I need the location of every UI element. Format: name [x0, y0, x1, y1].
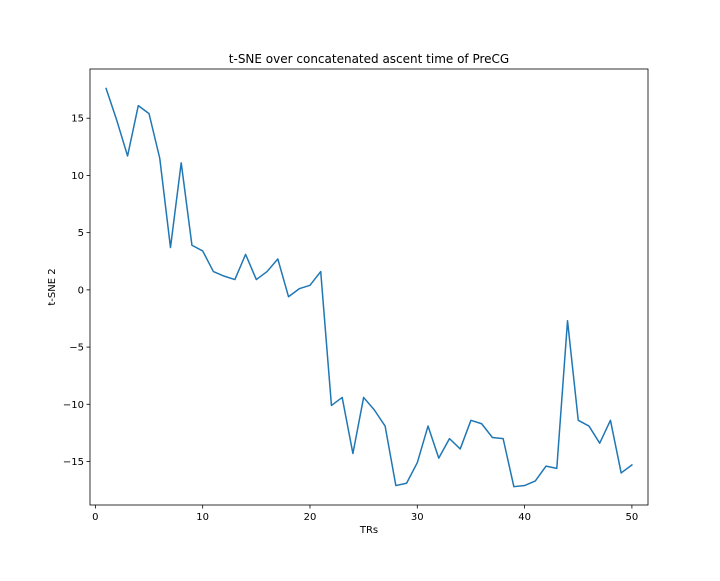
x-tick-label: 20	[304, 512, 317, 523]
chart-title: t-SNE over concatenated ascent time of P…	[229, 52, 509, 66]
x-tick-label: 30	[411, 512, 424, 523]
y-tick-label: 5	[78, 228, 84, 239]
y-tick-label: 0	[78, 285, 84, 296]
x-tick-label: 10	[196, 512, 209, 523]
y-tick-label: −10	[63, 400, 84, 411]
x-tick-label: 40	[518, 512, 531, 523]
y-tick-label: −15	[63, 457, 84, 468]
axis-ticks: 0 10 20 30 40 50 −15 −10 −5 0 5 10 15	[63, 114, 638, 523]
y-tick-label: 15	[71, 114, 84, 125]
x-tick-label: 0	[92, 512, 98, 523]
y-axis-label: t-SNE 2	[47, 268, 58, 305]
series-line	[105, 87, 633, 488]
x-axis-label: TRs	[359, 525, 378, 536]
series-layer	[105, 87, 633, 488]
y-tick-label: −5	[69, 343, 84, 354]
x-tick-label: 50	[626, 512, 639, 523]
plot-area	[90, 69, 648, 505]
y-tick-label: 10	[71, 171, 84, 182]
plot-frame	[89, 68, 649, 506]
